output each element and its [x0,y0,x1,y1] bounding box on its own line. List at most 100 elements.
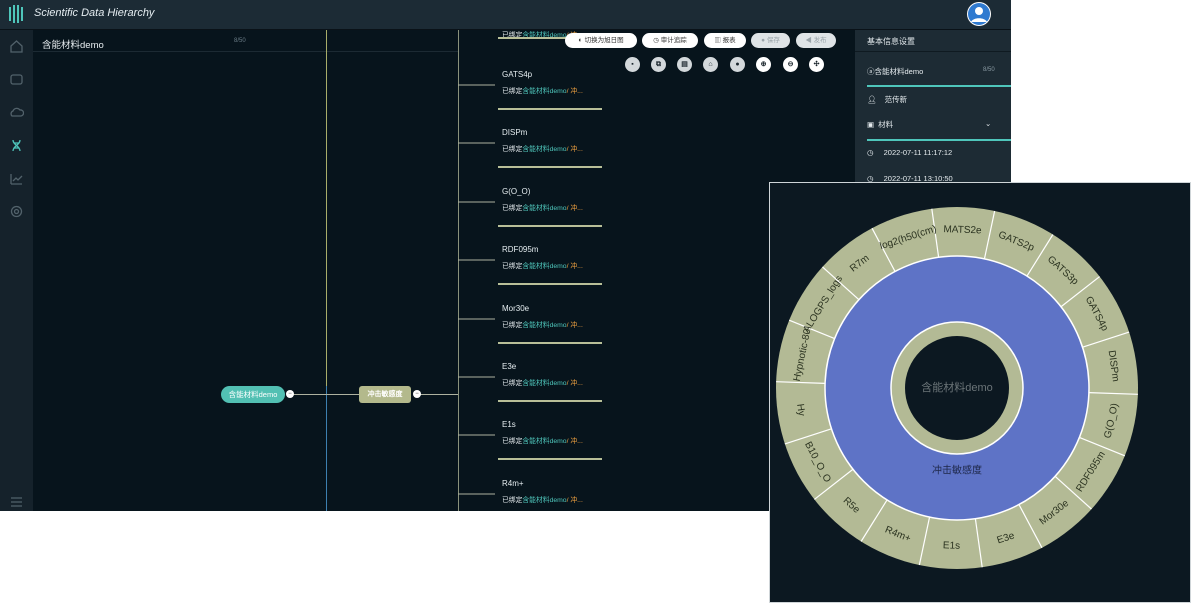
chart-icon[interactable] [9,171,24,186]
name-field[interactable]: ⓐ含能材料demo [867,67,924,76]
app-title: Scientific Data Hierarchy [34,7,155,19]
sidebar [0,30,33,511]
sunburst-segment-divider [1026,234,1054,277]
leaf-name: E3e [502,362,517,371]
settings-icon[interactable] [9,204,24,219]
leaf-name: R4m+ [502,479,524,488]
database-icon[interactable] [9,72,24,87]
sunburst-segment-divider [918,516,931,566]
collapse-root-icon[interactable]: − [286,390,294,398]
zoom-out-icon[interactable]: ⊖ [783,57,798,72]
tree-connectors [292,84,495,495]
leaf-binding: 已绑定含能材料demo/ 冲... [502,322,583,329]
document-title-count: 8/50 [234,38,246,44]
leaf-underline [498,400,602,402]
document-title: 含能材料demo [42,40,104,51]
leaf-name: G(O_O) [502,187,531,196]
guide-line-blue [326,386,327,511]
guide-line-gray [458,30,459,511]
collapse-mid-icon[interactable]: − [413,390,421,398]
sunburst-segment-divider [860,499,888,542]
tree-leaf-node[interactable]: G(O_O) 已绑定含能材料demo/ 冲... [498,187,622,227]
tree-leaf-node[interactable]: E3e 已绑定含能材料demo/ 冲... [498,362,622,402]
audit-trail-button[interactable]: ◷ 审计追踪 [642,33,698,48]
delete-icon[interactable]: ▤ [677,57,692,72]
lock-icon[interactable]: ⌂ [703,57,718,72]
leaf-name: Mor30e [502,304,530,313]
tree-mid-node[interactable]: 冲击敏感度 [359,386,411,403]
report-button[interactable]: ▥ 报表 [704,33,746,48]
panel-title: 基本信息设置 [867,37,915,46]
user-icon [968,3,990,25]
sunburst-segment-divider [1082,331,1130,348]
mindmap-canvas[interactable]: 含能材料demo 8/50 含能材料demo − 冲击敏感度 − 已绑定含能材料… [33,30,855,511]
tree-leaf-node[interactable]: R4m+ 已绑定含能材料demo/ 冲... [502,479,622,504]
leaf-binding: 已绑定含能材料demo/ 冲... [502,497,583,504]
tree-leaf-node[interactable]: RDF095m 已绑定含能材料demo/ 冲... [498,245,622,285]
sunburst-segment-divider [1018,504,1043,549]
sunburst-hole [905,336,1009,440]
sunburst-segment-divider [931,208,940,258]
leaf-binding: 已绑定含能材料demo/ 冲... [502,438,583,445]
sunburst-middle-label: 冲击敏感度 [932,464,982,477]
leaf-binding: 已绑定含能材料demo/ 冲... [502,263,583,270]
leaf-underline [498,108,602,110]
sunburst-outer-label[interactable]: E3e [996,530,1017,546]
sunburst-center-label: 含能材料demo [921,380,993,394]
sunburst-segment-divider [814,468,854,500]
sunburst-segment-divider [1060,276,1100,308]
copy-icon[interactable]: ⧉ [651,57,666,72]
publish-button[interactable]: ◀ 发布 [796,33,836,48]
center-icon[interactable]: ✣ [809,57,824,72]
clock-icon: ◷ [867,174,876,183]
stop-icon[interactable]: ● [730,57,745,72]
leaf-binding: 已绑定含能材料demo/ 冲... [502,380,583,387]
sunburst-outer-label[interactable]: Hy [794,403,807,417]
sunburst-segment-divider [1079,436,1126,457]
cloud-icon[interactable] [9,105,24,120]
divider [33,51,458,52]
leaf-name: RDF095m [502,245,539,254]
file-icon[interactable]: ▪ [625,57,640,72]
leaf-underline [498,283,602,285]
tree-leaf-node[interactable]: E1s 已绑定含能材料demo/ 冲... [498,420,622,460]
tree-root-node[interactable]: 含能材料demo [221,386,285,403]
menu-icon[interactable] [9,497,24,507]
dna-icon[interactable] [9,138,24,153]
sunburst-outer-label[interactable]: DISPm [1106,350,1121,383]
name-count: 8/50 [983,67,995,73]
created-time-row: ◷ 2022-07-11 11:17:12 [867,148,953,157]
sunburst-segment-divider [1088,392,1138,395]
owner-row: 👤︎ 范传新 [867,95,908,104]
save-button[interactable]: ● 保存 [751,33,790,48]
leaf-underline [498,225,602,227]
guide-line-yellow [326,30,327,511]
sunburst-segment-divider [784,428,832,445]
tree-leaf-node[interactable]: Mor30e 已绑定含能材料demo/ 冲... [498,304,622,344]
zoom-in-icon[interactable]: ⊕ [756,57,771,72]
folder-icon: ▣ [867,120,877,129]
sunburst-popup: MATS2e GATS2p GATS3p GATS4p DISPm G(O_O) RDF09… [769,182,1191,603]
sunburst-outer-label[interactable]: MATS2e [943,224,982,236]
category-select[interactable]: ▣ 材料 [867,120,894,129]
sunburst-chart[interactable]: MATS2e GATS2pGATS3pGATS4pDISPmG(O_O)RDF09… [770,183,1190,602]
top-bar: Scientific Data Hierarchy [0,0,1011,30]
tree-leaf-node[interactable]: DISPm 已绑定含能材料demo/ 冲... [498,128,622,168]
user-outline-icon: 👤︎ [867,95,879,104]
avatar[interactable] [967,2,991,26]
leaf-name: GATS4p [502,70,533,79]
chevron-down-icon[interactable]: ⌄ [985,119,992,128]
sunburst-segment-divider [822,266,860,301]
leaf-name: DISPm [502,128,528,137]
tree-leaf-node[interactable]: GATS4p 已绑定含能材料demo/ 冲... [498,70,622,110]
sunburst-segment-divider [871,227,896,272]
sunburst-outer-label[interactable]: E1s [943,540,961,552]
leaf-binding: 已绑定含能材料demo/ 冲... [502,88,583,95]
home-icon[interactable] [9,39,24,54]
leaf-underline [498,458,602,460]
sunburst-segment-divider [776,381,826,384]
updated-time-row: ◷ 2022-07-11 13:10:50 [867,174,953,183]
name-field-underline [867,85,1011,87]
switch-sunburst-button[interactable]: ◐ 切换为旭日图 [565,33,637,48]
leaf-underline [498,166,602,168]
